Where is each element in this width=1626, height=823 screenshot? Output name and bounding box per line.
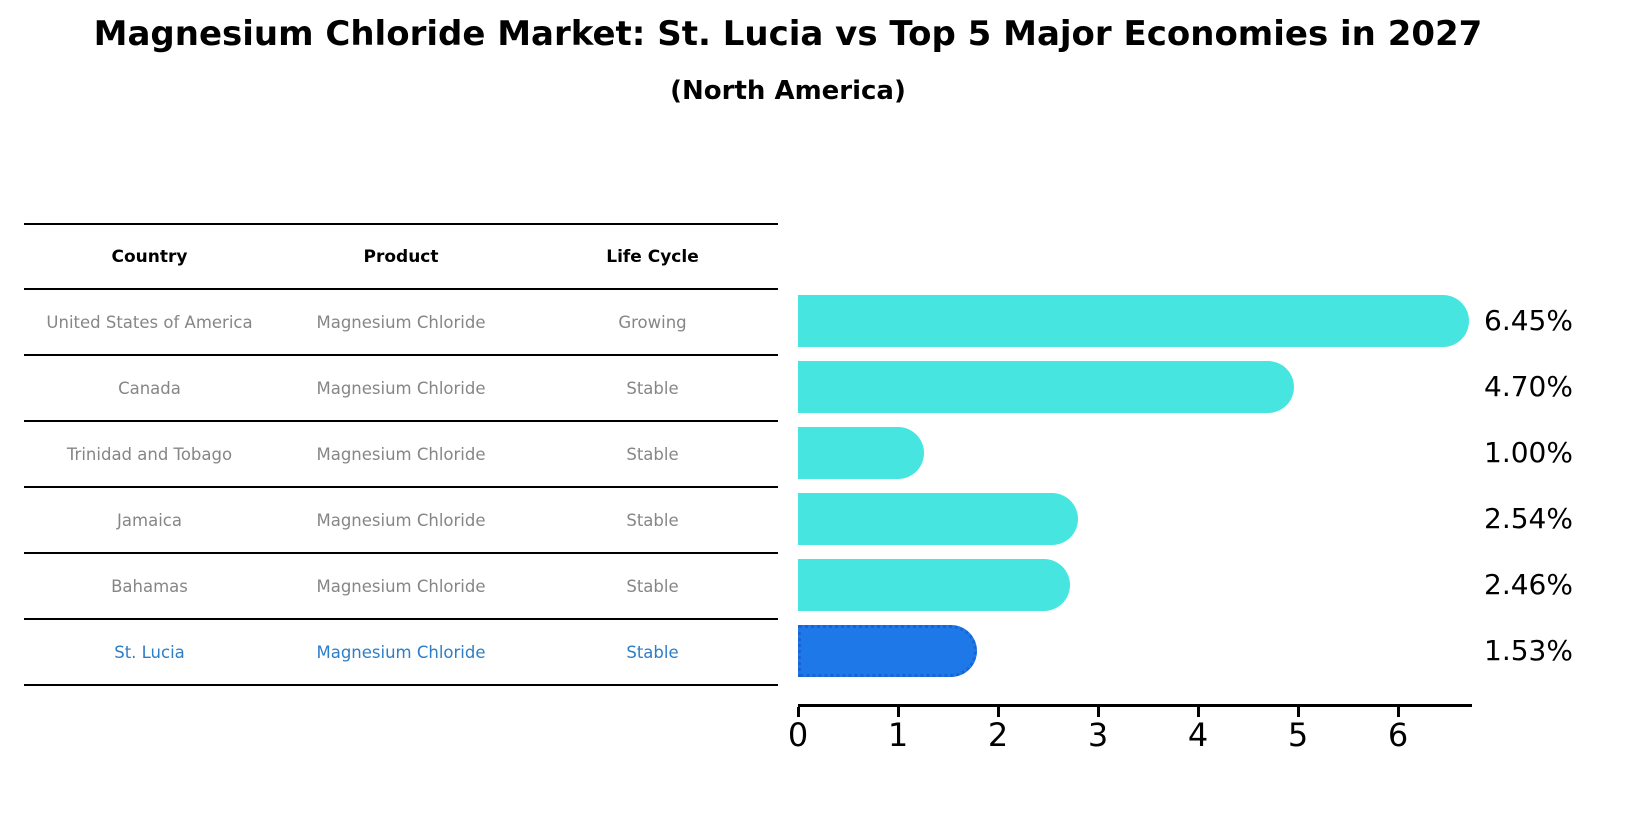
- x-tick: [1397, 707, 1400, 717]
- cell-life-cycle: Stable: [626, 510, 679, 530]
- x-tick-label: 3: [1087, 716, 1109, 754]
- column-header-life-cycle: Life Cycle: [606, 246, 699, 267]
- value-label: 2.46%: [1484, 568, 1573, 601]
- value-label: 1.00%: [1484, 436, 1573, 469]
- bar-united-states-of-america: [798, 295, 1469, 347]
- country-info-table: Country Product Life Cycle United States…: [24, 223, 778, 686]
- cell-country: Bahamas: [111, 576, 188, 596]
- cell-life-cycle: Stable: [626, 576, 679, 596]
- x-tick-label: 1: [887, 716, 909, 754]
- x-tick: [1297, 707, 1300, 717]
- x-tick-label: 5: [1287, 716, 1309, 754]
- table-row-jamaica: Jamaica Magnesium Chloride Stable: [24, 488, 778, 554]
- cell-country: United States of America: [46, 312, 253, 332]
- table-row-united-states-of-america: United States of America Magnesium Chlori…: [24, 290, 778, 356]
- value-label: 1.53%: [1484, 634, 1573, 667]
- column-header-country: Country: [111, 246, 188, 267]
- bar-jamaica: [798, 493, 1078, 545]
- cell-product: Magnesium Chloride: [316, 642, 486, 662]
- cell-country: Jamaica: [117, 510, 182, 530]
- bar-bahamas: [798, 559, 1070, 611]
- x-axis-line: [798, 704, 1472, 707]
- x-tick: [997, 707, 1000, 717]
- x-tick: [897, 707, 900, 717]
- x-tick-label: 2: [987, 716, 1009, 754]
- x-tick-label: 4: [1187, 716, 1209, 754]
- chart-subtitle: (North America): [670, 76, 906, 106]
- value-label: 6.45%: [1484, 304, 1573, 337]
- table-header-row: Country Product Life Cycle: [24, 225, 778, 290]
- cell-life-cycle: Growing: [618, 312, 687, 332]
- cell-product: Magnesium Chloride: [316, 312, 486, 332]
- cell-country: Trinidad and Tobago: [66, 444, 233, 464]
- value-label: 4.70%: [1484, 370, 1573, 403]
- cell-product: Magnesium Chloride: [316, 444, 486, 464]
- cell-product: Magnesium Chloride: [316, 576, 486, 596]
- cell-product: Magnesium Chloride: [316, 510, 486, 530]
- cell-life-cycle: Stable: [626, 642, 679, 662]
- x-tick: [1197, 707, 1200, 717]
- x-tick: [1097, 707, 1100, 717]
- chart-title: Magnesium Chloride Market: St. Lucia vs …: [93, 14, 1483, 54]
- bar-canada: [798, 361, 1294, 413]
- cell-life-cycle: Stable: [626, 444, 679, 464]
- column-header-product: Product: [363, 246, 439, 267]
- bar-trinidad-and-tobago: [798, 427, 924, 479]
- table-row-bahamas: Bahamas Magnesium Chloride Stable: [24, 554, 778, 620]
- x-tick-label: 0: [787, 716, 809, 754]
- x-tick-label: 6: [1387, 716, 1409, 754]
- table-body: United States of America Magnesium Chlori…: [24, 290, 778, 686]
- cell-country: Canada: [118, 378, 181, 398]
- cell-life-cycle: Stable: [626, 378, 679, 398]
- table-row-canada: Canada Magnesium Chloride Stable: [24, 356, 778, 422]
- cell-product: Magnesium Chloride: [316, 378, 486, 398]
- cell-country: St. Lucia: [114, 642, 185, 662]
- table-row-st-lucia: St. Lucia Magnesium Chloride Stable: [24, 620, 778, 686]
- value-label: 2.54%: [1484, 502, 1573, 535]
- x-tick: [797, 707, 800, 717]
- table-row-trinidad-and-tobago: Trinidad and Tobago Magnesium Chloride Sta…: [24, 422, 778, 488]
- bar-st-lucia: [798, 625, 977, 677]
